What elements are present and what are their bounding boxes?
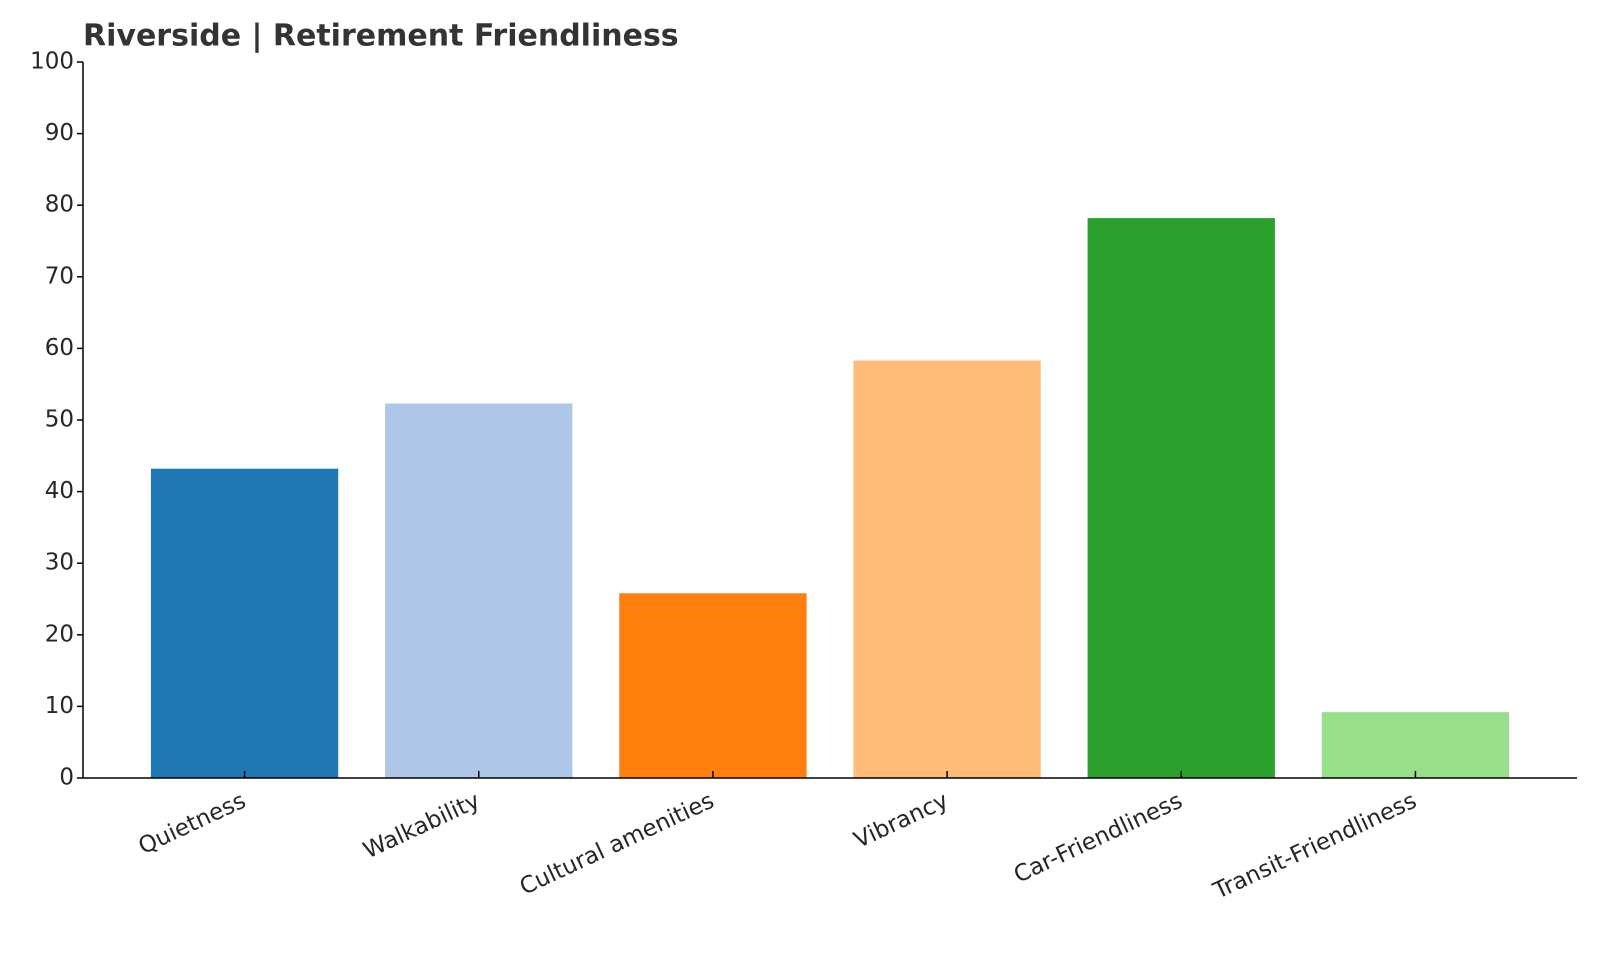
chart-title: Riverside | Retirement Friendliness [83,19,679,54]
y-tick-label: 10 [45,693,74,719]
x-tick-label: Cultural amenities [516,788,718,901]
x-tick-label: Vibrancy [850,788,952,854]
bar [853,360,1041,778]
bar [1087,218,1275,778]
bar [385,403,573,778]
bar [1321,712,1510,778]
y-tick-label: 0 [59,765,74,791]
y-tick-label: 70 [45,263,74,289]
y-tick-label: 50 [45,407,74,433]
x-tick-label: Car-Friendliness [1010,788,1187,889]
bar [150,468,339,778]
y-tick-label: 80 [45,192,74,218]
y-tick-label: 20 [45,621,74,647]
y-tick-label: 30 [45,550,74,576]
bar [619,593,807,778]
y-tick-label: 60 [45,335,74,361]
y-tick-label: 90 [45,120,74,146]
x-tick-label: Transit-Friendliness [1209,788,1421,905]
x-tick-label: Quietness [135,788,250,860]
y-tick-label: 40 [45,478,74,504]
y-tick-label: 100 [30,49,74,75]
x-tick-label: Walkability [360,788,484,864]
